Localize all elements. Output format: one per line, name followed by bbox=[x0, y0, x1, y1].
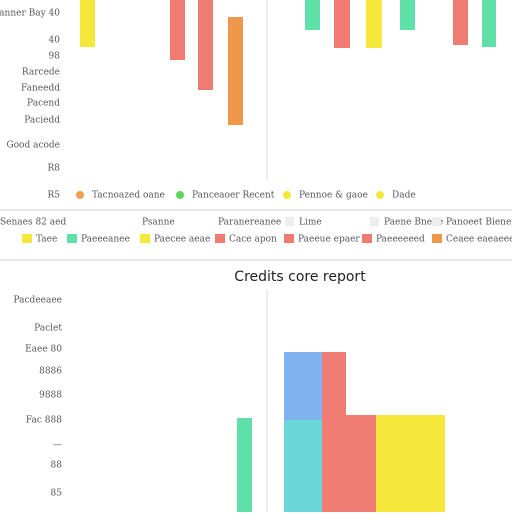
y-label: Nanner Bay 40 bbox=[0, 9, 60, 19]
legend-label: Tacnoazed oane bbox=[92, 191, 165, 201]
y-label: 85 bbox=[51, 489, 63, 499]
y-label: Eaee 80 bbox=[25, 345, 62, 355]
y-label: 8886 bbox=[39, 367, 62, 377]
y-label: 40 bbox=[49, 36, 61, 46]
legend-header: Senaes 82 aed bbox=[0, 218, 66, 228]
bar bbox=[284, 420, 322, 512]
legend-marker bbox=[362, 234, 372, 243]
bar bbox=[366, 0, 382, 48]
y-label: Paciedd bbox=[24, 116, 60, 126]
panel-title: Credits core report bbox=[234, 269, 366, 285]
legend-marker bbox=[285, 217, 294, 226]
legend-dot bbox=[176, 191, 184, 199]
bar bbox=[453, 0, 468, 45]
bar bbox=[80, 0, 95, 47]
bar bbox=[228, 17, 243, 125]
bar bbox=[482, 0, 496, 47]
legend-header: Paranereanee bbox=[218, 218, 281, 228]
y-label: Fac 888 bbox=[26, 416, 62, 426]
legend-label: Panceaoer Recent bbox=[192, 191, 275, 201]
legend-label: Ceaee eaeaeeee bbox=[446, 235, 512, 245]
legend-marker bbox=[140, 234, 150, 243]
legend-dot bbox=[76, 191, 84, 199]
legend-label: Paecee aeae bbox=[154, 235, 210, 245]
bar bbox=[237, 418, 252, 512]
legend-label: Paeeue epaer bbox=[298, 235, 360, 245]
y-label: R5 bbox=[47, 191, 60, 201]
legend-header: Lime bbox=[299, 218, 322, 228]
bottom-bars bbox=[237, 352, 445, 512]
y-label: Faneedd bbox=[21, 84, 60, 94]
legend-marker bbox=[67, 234, 77, 243]
legend-dot bbox=[376, 191, 384, 199]
y-label: — bbox=[53, 441, 62, 451]
legend-header: Psanne bbox=[142, 218, 175, 228]
legend-header: Panoeet Bienene bbox=[446, 218, 512, 228]
legend-dot bbox=[283, 191, 291, 199]
legend-label: Pennoe & gaoe bbox=[299, 191, 368, 201]
y-label: Rarcede bbox=[22, 68, 60, 78]
y-label: 98 bbox=[49, 52, 61, 62]
legend-marker bbox=[432, 234, 442, 243]
legend-marker bbox=[22, 234, 32, 243]
y-label: Good acode bbox=[6, 141, 60, 151]
bar bbox=[284, 352, 322, 420]
bar bbox=[170, 0, 185, 60]
y-label: 88 bbox=[51, 461, 63, 471]
legend-label: Dade bbox=[392, 191, 416, 201]
bar bbox=[346, 415, 376, 512]
y-label: Paclet bbox=[34, 324, 62, 334]
bar bbox=[305, 0, 320, 30]
legend-label: Taee bbox=[36, 235, 57, 245]
legend-label: Paeeeanee bbox=[81, 235, 130, 245]
bar bbox=[334, 0, 350, 48]
y-label: Pacdeeaee bbox=[14, 296, 63, 306]
top-bars bbox=[80, 0, 496, 125]
bar bbox=[198, 0, 213, 90]
bar bbox=[400, 0, 415, 30]
legend-label: Paeeeeeed bbox=[376, 235, 425, 245]
bar bbox=[322, 352, 346, 512]
legend-label: Cace apon bbox=[229, 235, 277, 245]
legend-marker bbox=[284, 234, 294, 243]
legend-marker bbox=[215, 234, 225, 243]
legend-header: Paene Bnene bbox=[384, 218, 443, 228]
y-label: 9888 bbox=[39, 391, 62, 401]
legend-marker bbox=[432, 217, 441, 226]
y-label: Pacend bbox=[27, 99, 60, 109]
legend-marker bbox=[370, 217, 379, 226]
bar bbox=[376, 415, 445, 512]
y-label: R8 bbox=[47, 164, 60, 174]
